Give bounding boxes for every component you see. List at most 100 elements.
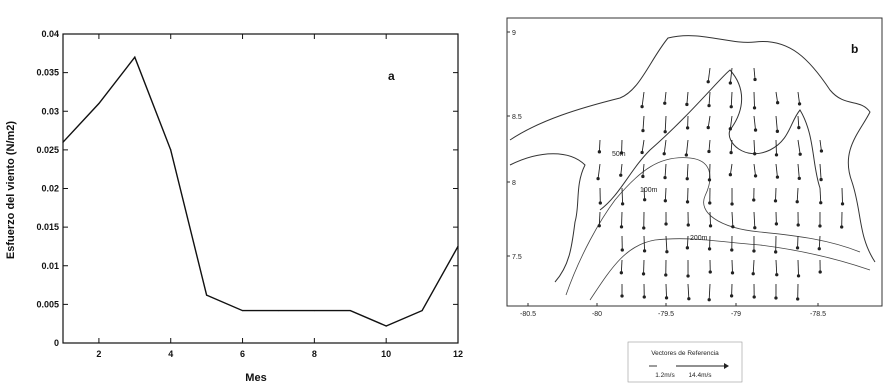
data-point bbox=[62, 141, 64, 143]
y-axis-label: Esfuerzo del viento (N/m2) bbox=[5, 121, 17, 259]
map-y-tick-label: 8 bbox=[512, 180, 516, 187]
wind-vector bbox=[731, 259, 733, 273]
legend-box bbox=[627, 341, 743, 383]
wind-vector-head bbox=[730, 271, 735, 275]
contour-label-50m: 50m bbox=[612, 151, 626, 158]
wind-vector bbox=[729, 67, 733, 84]
wind-vector-head bbox=[798, 152, 802, 156]
wind-vector bbox=[729, 115, 733, 129]
wind-vector-head bbox=[641, 272, 646, 276]
wind-vector-head bbox=[597, 224, 601, 228]
wind-vector-head bbox=[775, 273, 779, 277]
wind-vector-head bbox=[753, 128, 758, 132]
map-frame bbox=[506, 17, 883, 307]
wind-vector-head bbox=[642, 226, 646, 230]
y-tick-label: 0.04 bbox=[41, 29, 59, 39]
wind-vector-head bbox=[619, 271, 623, 275]
wind-vector-head bbox=[596, 177, 600, 181]
wind-vector bbox=[819, 187, 822, 203]
map-x-tick-label: -80.5 bbox=[520, 311, 536, 318]
panel-label-b: b bbox=[851, 42, 858, 56]
wind-vector bbox=[665, 283, 667, 298]
wind-vector-head bbox=[751, 272, 755, 276]
wind-vector bbox=[708, 91, 711, 106]
wind-vector-head bbox=[707, 103, 711, 108]
wind-vector-head bbox=[774, 153, 779, 157]
wind-vector-head bbox=[840, 225, 844, 229]
wind-vector-head bbox=[817, 247, 821, 251]
wind-vector bbox=[797, 163, 800, 179]
map-x-tick-label: -78.5 bbox=[810, 311, 826, 318]
wind-vector bbox=[775, 91, 779, 103]
y-tick-label: 0.035 bbox=[36, 68, 59, 78]
wind-vectors bbox=[596, 67, 845, 302]
wind-vector-head bbox=[774, 296, 778, 300]
wind-vector-head bbox=[686, 274, 690, 278]
wind-vector bbox=[730, 139, 733, 153]
wind-vector-head bbox=[728, 127, 732, 131]
legend-scale-large: 14.4m/s bbox=[688, 372, 712, 379]
wind-vector bbox=[686, 91, 689, 105]
y-tick-label: 0.005 bbox=[36, 299, 59, 309]
data-point bbox=[206, 294, 208, 296]
wind-vector-head bbox=[774, 250, 778, 254]
wind-vector-head bbox=[729, 294, 734, 298]
wind-vector bbox=[685, 139, 689, 156]
wind-vector-head bbox=[731, 225, 735, 229]
wind-vector bbox=[775, 187, 777, 201]
wind-vector-head bbox=[728, 81, 733, 85]
wind-vector bbox=[753, 211, 756, 228]
y-tick-label: 0.03 bbox=[41, 106, 59, 116]
wind-vector-head bbox=[729, 105, 733, 109]
map-x-tick-label: -80 bbox=[592, 311, 602, 318]
wind-vector-head bbox=[685, 177, 689, 181]
wind-vector bbox=[707, 67, 711, 82]
wind-vector-head bbox=[707, 247, 712, 251]
wind-vector-head bbox=[663, 175, 667, 180]
panel-label-a: a bbox=[388, 69, 395, 83]
wind-vector-head bbox=[819, 201, 823, 205]
wind-vector-head bbox=[665, 250, 669, 254]
wind-vector-head bbox=[663, 101, 667, 105]
wind-vector-head bbox=[775, 129, 780, 133]
data-point bbox=[313, 309, 315, 312]
wind-vector bbox=[708, 139, 711, 152]
x-tick-label: 12 bbox=[453, 349, 463, 359]
wind-vector bbox=[819, 163, 822, 180]
map-y-tick-label: 9 bbox=[512, 30, 516, 37]
wind-vector bbox=[643, 187, 646, 200]
wind-vector-head bbox=[685, 102, 689, 107]
wind-vector-head bbox=[598, 201, 602, 205]
wind-vector bbox=[730, 91, 733, 107]
wind-vector bbox=[797, 115, 800, 128]
wind-vector bbox=[620, 259, 623, 273]
wind-vector-head bbox=[753, 77, 757, 82]
wind-vector bbox=[753, 91, 755, 108]
wind-vector bbox=[664, 115, 667, 132]
wind-vector bbox=[663, 139, 667, 154]
wind-vector-head bbox=[753, 152, 757, 156]
wind-vector bbox=[641, 91, 645, 107]
wind-vector-head bbox=[597, 150, 602, 154]
wind-vector bbox=[753, 115, 756, 131]
x-axis-label: Mes bbox=[245, 372, 266, 384]
wind-vector-head bbox=[728, 173, 733, 177]
wind-vector bbox=[753, 163, 757, 176]
x-tick-label: 10 bbox=[381, 349, 391, 359]
wind-vector-head bbox=[686, 223, 690, 227]
wind-vector bbox=[819, 139, 822, 152]
wind-vector bbox=[709, 211, 711, 226]
wind-vector-head bbox=[753, 226, 757, 230]
wind-vector-head bbox=[685, 200, 690, 204]
data-point bbox=[277, 309, 280, 312]
wind-vector-head bbox=[797, 176, 801, 181]
wind-vector bbox=[775, 115, 778, 132]
map-x-tick-label: -79 bbox=[731, 311, 741, 318]
wind-vector-head bbox=[620, 294, 624, 298]
x-tick-label: 2 bbox=[96, 349, 101, 359]
wind-vector-head bbox=[775, 101, 780, 105]
legend-scale-small: 1.2m/s bbox=[655, 372, 675, 379]
wind-vector-head bbox=[752, 106, 757, 110]
x-tick-label: 6 bbox=[240, 349, 245, 359]
